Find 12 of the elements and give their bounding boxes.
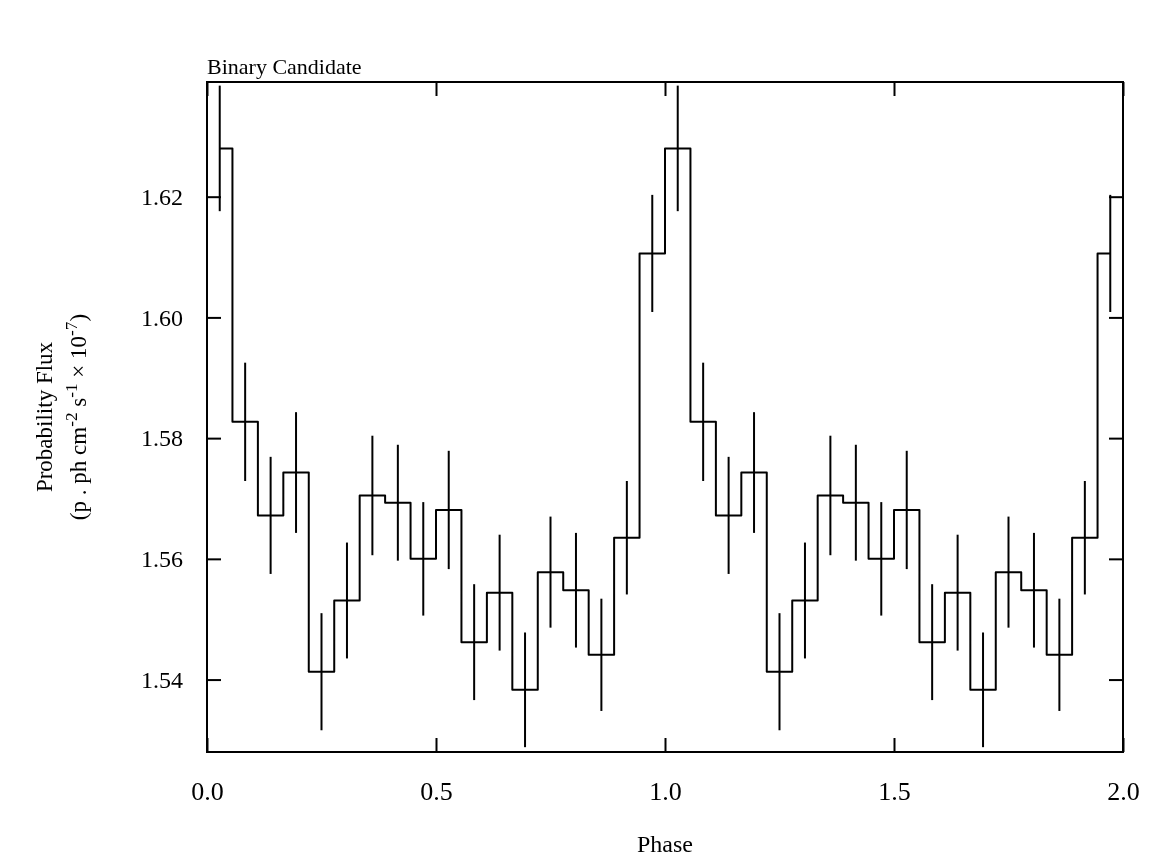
y-tick-label: 1.54 — [141, 666, 183, 693]
y-tick-label: 1.56 — [141, 546, 183, 573]
x-tick-label: 0.5 — [420, 777, 453, 807]
x-tick-label: 1.0 — [649, 777, 682, 807]
y-tick-label: 1.58 — [141, 425, 183, 452]
x-tick-label: 1.5 — [878, 777, 911, 807]
x-tick-label: 2.0 — [1107, 777, 1140, 807]
chart-title: Binary Candidate — [207, 54, 362, 79]
x-tick-label: 0.0 — [191, 777, 224, 807]
y-tick-label: 1.60 — [141, 304, 183, 331]
y-tick-label: 1.62 — [141, 183, 183, 210]
x-axis-title: Phase — [637, 831, 693, 857]
